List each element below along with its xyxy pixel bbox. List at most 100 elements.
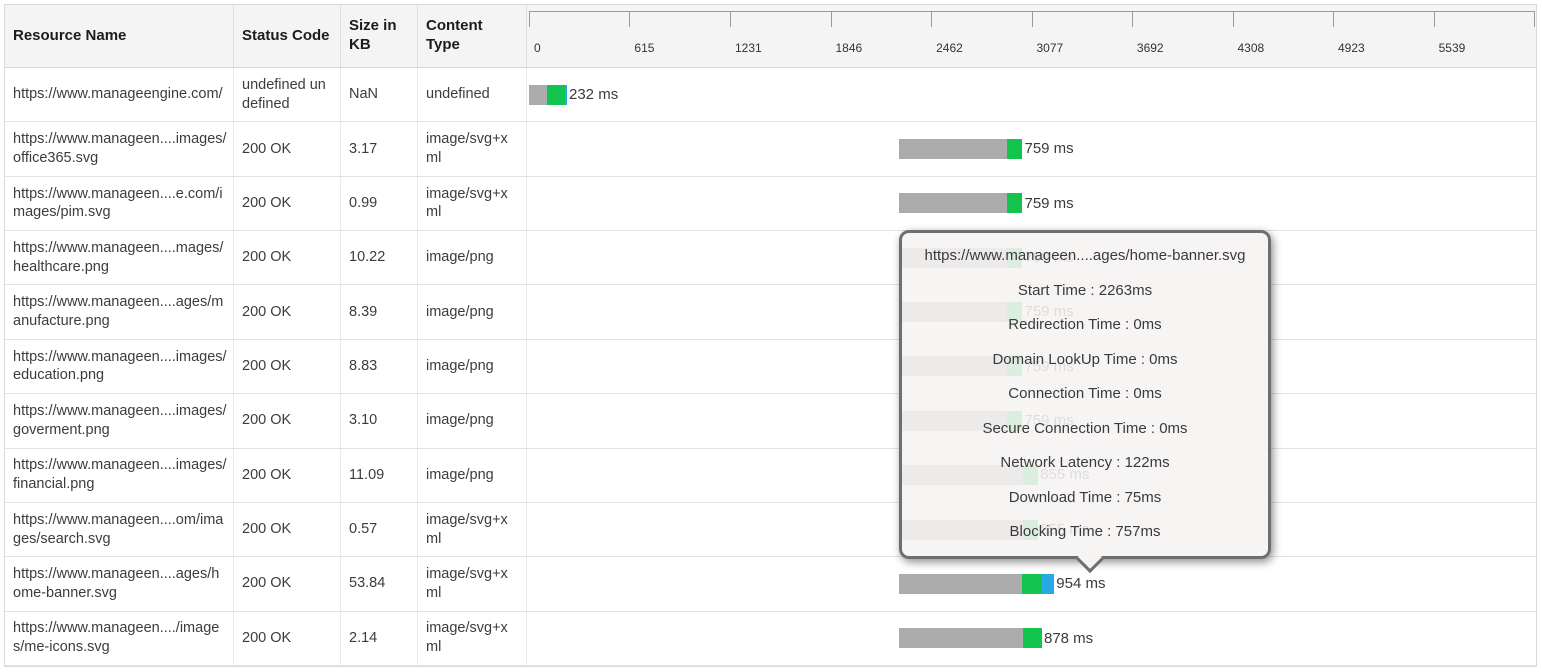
column-header-size-in-kb: Size in KB: [341, 5, 418, 67]
axis-tick: [1131, 11, 1133, 27]
table-row: https://www.manageen....e.com/images/pim…: [5, 176, 1536, 232]
axis-tick: [529, 11, 530, 27]
size-kb-cell: 11.09: [341, 448, 418, 502]
axis-tick: [1433, 11, 1435, 27]
content-type-cell: image/png: [418, 394, 527, 448]
table-row: https://www.manageen..../images/me-icons…: [5, 611, 1536, 666]
blocking-time-segment: [898, 628, 1023, 649]
table-row: https://www.manageen....images/financial…: [5, 448, 1536, 503]
axis-tick: [730, 11, 731, 27]
status-code-cell: 200 OK: [234, 122, 341, 176]
status-code-cell: 200 OK: [234, 502, 341, 557]
tooltip-resource-title: https://www.manageen....ages/home-banner…: [924, 247, 1246, 264]
tooltip-stat-line: Connection Time : 0ms: [1008, 385, 1162, 402]
resource-name-cell: https://www.manageen....images/financial…: [5, 448, 234, 502]
timeline-cell: 759 ms: [527, 177, 1536, 230]
table-row: https://www.manageen....ages/home-banner…: [5, 557, 1536, 612]
tooltip-stat-line: Secure Connection Time : 0ms: [982, 419, 1188, 437]
size-kb-cell: 8.83: [341, 339, 418, 394]
content-type-cell: image/png: [418, 285, 527, 339]
size-kb-cell: 3.17: [341, 122, 418, 176]
status-code-cell: 200 OK: [234, 285, 341, 339]
content-type-cell: image/svg+xml: [418, 611, 527, 665]
status-code-cell: 200 OK: [234, 557, 341, 611]
tooltip-stat-line: Domain LookUp Time : 0ms: [992, 350, 1178, 368]
timeline-cell: 759 ms: [527, 122, 1536, 175]
table-row: https://www.manageen....images/office365…: [5, 122, 1536, 177]
waterfall-bar[interactable]: 759 ms: [898, 193, 1074, 214]
axis-tick-label: 4923: [1338, 41, 1365, 55]
blocking-time-segment: [898, 193, 1007, 214]
resource-name-cell: https://www.manageen..../images/me-icons…: [5, 611, 234, 665]
bar-duration-label: 759 ms: [1024, 194, 1074, 212]
download-time-segment: [1042, 573, 1055, 594]
axis-tick-label: 5539: [1438, 41, 1466, 55]
network-latency-segment: [547, 84, 565, 105]
axis-tick-label: 4308: [1237, 41, 1265, 55]
timeline-cell: 954 ms: [527, 557, 1536, 610]
content-type-cell: image/png: [418, 231, 527, 285]
resource-name-cell: https://www.manageen....images/office365…: [5, 122, 234, 176]
content-type-cell: image/svg+xml: [418, 502, 527, 557]
blocking-time-segment: [529, 84, 547, 105]
content-type-cell: image/svg+xml: [418, 122, 527, 176]
table-row: https://www.manageen....images/education…: [5, 339, 1536, 395]
bar-duration-label: 954 ms: [1056, 575, 1106, 593]
waterfall-bar[interactable]: 878 ms: [898, 628, 1094, 649]
axis-tick: [1031, 11, 1033, 27]
status-code-cell: 200 OK: [234, 611, 341, 665]
axis-tick-label: 1231: [735, 41, 762, 55]
status-code-cell: 200 OK: [234, 231, 341, 285]
table-row: https://www.manageen....mages/healthcare…: [5, 231, 1536, 286]
resource-name-cell: https://www.manageen....mages/healthcare…: [5, 231, 234, 285]
axis-tick: [1333, 11, 1334, 27]
size-kb-cell: 10.22: [341, 231, 418, 285]
content-type-cell: image/png: [418, 448, 527, 502]
size-kb-cell: 8.39: [341, 285, 418, 339]
content-type-cell: image/png: [418, 339, 527, 394]
size-kb-cell: NaN: [341, 68, 418, 122]
size-kb-cell: 3.10: [341, 394, 418, 448]
content-type-cell: image/svg+xml: [418, 176, 527, 231]
blocking-time-segment: [898, 139, 1007, 160]
network-latency-segment: [1006, 139, 1023, 160]
waterfall-bar[interactable]: 232 ms: [529, 84, 618, 105]
content-type-cell: image/svg+xml: [418, 557, 527, 611]
status-code-cell: 200 OK: [234, 339, 341, 394]
waterfall-bar[interactable]: 759 ms: [898, 139, 1074, 160]
status-code-cell: 200 OK: [234, 176, 341, 231]
resource-name-cell: https://www.manageen....ages/manufacture…: [5, 285, 234, 339]
tooltip-stat-line: Start Time : 2263ms: [1017, 281, 1153, 299]
size-kb-cell: 0.99: [341, 176, 418, 231]
table-row: https://www.manageen....om/images/search…: [5, 502, 1536, 558]
axis-tick: [931, 11, 933, 27]
column-header-resource-name: Resource Name: [5, 5, 234, 67]
axis-tick-label: 0: [534, 41, 541, 55]
axis-tick: [830, 11, 832, 27]
bar-duration-label: 759 ms: [1024, 140, 1074, 158]
table-header: Resource Name Status Code Size in KB Con…: [5, 5, 1536, 68]
status-code-cell: undefined undefined: [234, 68, 341, 122]
status-code-cell: 200 OK: [234, 394, 341, 448]
axis-tick-label: 2462: [936, 41, 963, 55]
bar-duration-label: 878 ms: [1043, 629, 1094, 647]
tooltip-stat-line: Network Latency : 122ms: [1000, 454, 1170, 471]
tooltip-stat-line: Blocking Time : 757ms: [1009, 523, 1161, 540]
network-latency-segment: [1022, 573, 1043, 594]
resource-name-cell: https://www.manageengine.com/: [5, 68, 234, 122]
resource-name-cell: https://www.manageen....images/goverment…: [5, 394, 234, 448]
blocking-time-segment: [898, 573, 1023, 594]
axis-tick: [1534, 11, 1535, 27]
network-latency-segment: [1006, 193, 1023, 214]
axis-tick-label: 615: [634, 41, 655, 55]
resource-name-cell: https://www.manageen....e.com/images/pim…: [5, 176, 234, 231]
axis-tick-label: 3692: [1136, 41, 1164, 55]
timeline-ruler: 0 615 1231 1846 2462 3077 3692 4308 4923 5539: [527, 5, 1536, 67]
resource-name-cell: https://www.manageen....om/images/search…: [5, 502, 234, 557]
axis-tick: [629, 11, 631, 27]
table-row: https://www.manageen....images/goverment…: [5, 394, 1536, 449]
timeline-cell: 878 ms: [527, 612, 1536, 665]
resource-name-cell: https://www.manageen....ages/home-banner…: [5, 557, 234, 611]
column-header-content-type: Content Type: [418, 5, 527, 67]
waterfall-bar[interactable]: 954 ms: [898, 573, 1106, 594]
